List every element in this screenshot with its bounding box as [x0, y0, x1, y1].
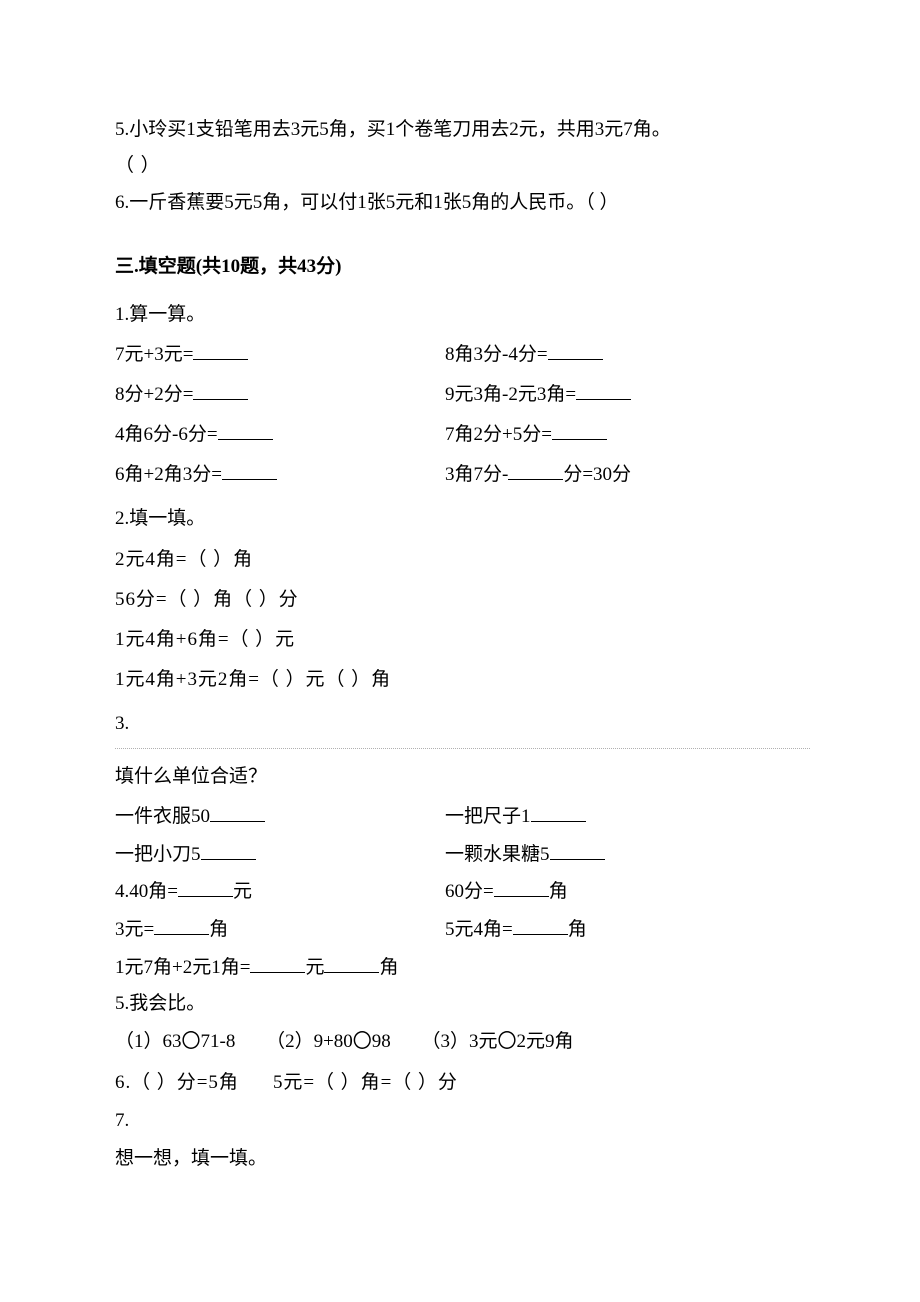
tf-item-6: 6.一斤香蕉要5元5角，可以付1张5元和1张5角的人民币。（ ）: [115, 187, 810, 219]
q1-r3-left: 4角6分-6分=: [115, 417, 445, 453]
q6-b: 5元=（ ）角=（ ）分: [273, 1072, 458, 1093]
q1-r4-left-text: 6角+2角3分=: [115, 464, 222, 485]
q4-r2-left-post: 角: [209, 919, 228, 940]
q1-r4-left-blank: [222, 462, 277, 480]
q4-r3-post: 角: [379, 957, 398, 978]
q3-intro: 填什么单位合适？: [115, 759, 810, 795]
dotted-divider: [115, 748, 810, 749]
q1-r1-left: 7元+3元=: [115, 337, 445, 373]
q1-row-3: 4角6分-6分= 7角2分+5分=: [115, 417, 810, 453]
q3-r1-right: 一把尺子1: [445, 799, 810, 835]
q1-r4-right: 3角7分- 分=30分: [445, 457, 810, 493]
q3-row-1: 一件衣服50 一把尺子1: [115, 799, 810, 835]
q1-r1-left-text: 7元+3元=: [115, 344, 193, 365]
q4-r3-blank2: [324, 955, 379, 973]
q4-r2-right-pre: 5元4角=: [445, 919, 513, 940]
q3-label: 3.: [115, 706, 810, 742]
q1-r4-left: 6角+2角3分=: [115, 457, 445, 493]
q2-d: 1元4角+3元2角=（ ）元（ ）角: [115, 662, 810, 698]
q1-r2-left-text: 8分+2分=: [115, 384, 193, 405]
q4-r1-right: 60分= 角: [445, 876, 810, 908]
q4-r3-mid: 元: [305, 957, 324, 978]
q1-r3-left-blank: [218, 422, 273, 440]
q7-intro: 想一想，填一填。: [115, 1141, 810, 1177]
q4-r2-left-pre: 3元=: [115, 919, 154, 940]
q2-label: 2.填一填。: [115, 501, 810, 537]
q1-r2-right-blank: [576, 382, 631, 400]
q4-row-2: 3元= 角 5元4角= 角: [115, 912, 810, 948]
q6-line: 6.（ ）分=5角 5元=（ ）角=（ ）分: [115, 1065, 810, 1101]
q3-r1-left-blank: [210, 804, 265, 822]
q4-r1-left-pre: 4.40角=: [115, 881, 178, 902]
q4-r1-right-post: 角: [549, 881, 568, 902]
q1-r2-right-text: 9元3角-2元3角=: [445, 384, 576, 405]
q4-row-3: 1元7角+2元1角= 元 角: [115, 952, 810, 984]
q2-b: 56分=（ ）角（ ）分: [115, 582, 810, 618]
q1-r2-left: 8分+2分=: [115, 377, 445, 413]
q3-r1-right-blank: [531, 804, 586, 822]
q1-r3-right: 7角2分+5分=: [445, 417, 810, 453]
tf-item-5: 5.小玲买1支铅笔用去3元5角，买1个卷笔刀用去2元，共用3元7角。: [115, 114, 810, 146]
q4-r1-left-post: 元: [233, 881, 252, 902]
q3-r2-left-text: 一把小刀5: [115, 844, 201, 865]
q1-row-2: 8分+2分= 9元3角-2元3角=: [115, 377, 810, 413]
q4-r2-left: 3元= 角: [115, 912, 445, 948]
q2-a: 2元4角=（ ）角: [115, 542, 810, 578]
page-content: 5.小玲买1支铅笔用去3元5角，买1个卷笔刀用去2元，共用3元7角。 （ ） 6…: [0, 0, 920, 1241]
section-3-title: 三.填空题(共10题，共43分): [115, 249, 810, 285]
q4-r2-right-blank: [513, 917, 568, 935]
q1-r1-right-blank: [548, 342, 603, 360]
q1-r3-left-text: 4角6分-6分=: [115, 424, 218, 445]
q4-r1-right-blank: [494, 878, 549, 896]
q1-r3-right-blank: [552, 422, 607, 440]
q4-r1-left: 4.40角= 元: [115, 876, 445, 908]
q4-row-1: 4.40角= 元 60分= 角: [115, 876, 810, 908]
q3-r2-left-blank: [201, 842, 256, 860]
q5-label: 5.我会比。: [115, 988, 810, 1020]
q4-r1-left-blank: [178, 878, 233, 896]
q3-r2-right: 一颗水果糖5: [445, 839, 810, 871]
q5-row: （1）63〇71-8 （2）9+80〇98 （3）3元〇2元9角: [115, 1024, 810, 1060]
q1-r1-left-blank: [193, 342, 248, 360]
q5-c3: （3）3元〇2元9角: [422, 1031, 574, 1052]
q2-c: 1元4角+6角=（ ）元: [115, 622, 810, 658]
q4-r2-left-blank: [154, 917, 209, 935]
q1-r4-right-blank: [508, 462, 563, 480]
q1-row-4: 6角+2角3分= 3角7分- 分=30分: [115, 457, 810, 493]
q4-r3-blank1: [250, 955, 305, 973]
q1-r4-right-post: 分=30分: [563, 464, 631, 485]
q1-label: 1.算一算。: [115, 297, 810, 333]
q3-r2-right-blank: [550, 842, 605, 860]
q3-r1-left: 一件衣服50: [115, 799, 445, 835]
q3-r2-left: 一把小刀5: [115, 839, 445, 871]
q5-c1: （1）63〇71-8: [115, 1031, 235, 1052]
q1-r1-right-text: 8角3分-4分=: [445, 344, 548, 365]
q1-r1-right: 8角3分-4分=: [445, 337, 810, 373]
q1-r2-left-blank: [193, 382, 248, 400]
q5-c2: （2）9+80〇98: [266, 1031, 391, 1052]
q4-r1-right-pre: 60分=: [445, 881, 494, 902]
q4-r2-right-post: 角: [568, 919, 587, 940]
q3-r2-right-text: 一颗水果糖5: [445, 844, 550, 865]
q3-row-2: 一把小刀5 一颗水果糖5: [115, 839, 810, 871]
q1-r4-right-pre: 3角7分-: [445, 464, 508, 485]
tf-item-5-paren: （ ）: [115, 150, 810, 182]
q1-r2-right: 9元3角-2元3角=: [445, 377, 810, 413]
q4-r2-right: 5元4角= 角: [445, 912, 810, 948]
q1-r3-right-text: 7角2分+5分=: [445, 424, 552, 445]
q4-r3-pre: 1元7角+2元1角=: [115, 957, 250, 978]
q7-label: 7.: [115, 1105, 810, 1137]
q3-r1-right-text: 一把尺子1: [445, 806, 531, 827]
q6-a: 6.（ ）分=5角: [115, 1072, 239, 1093]
q3-r1-left-text: 一件衣服50: [115, 806, 210, 827]
q1-row-1: 7元+3元= 8角3分-4分=: [115, 337, 810, 373]
